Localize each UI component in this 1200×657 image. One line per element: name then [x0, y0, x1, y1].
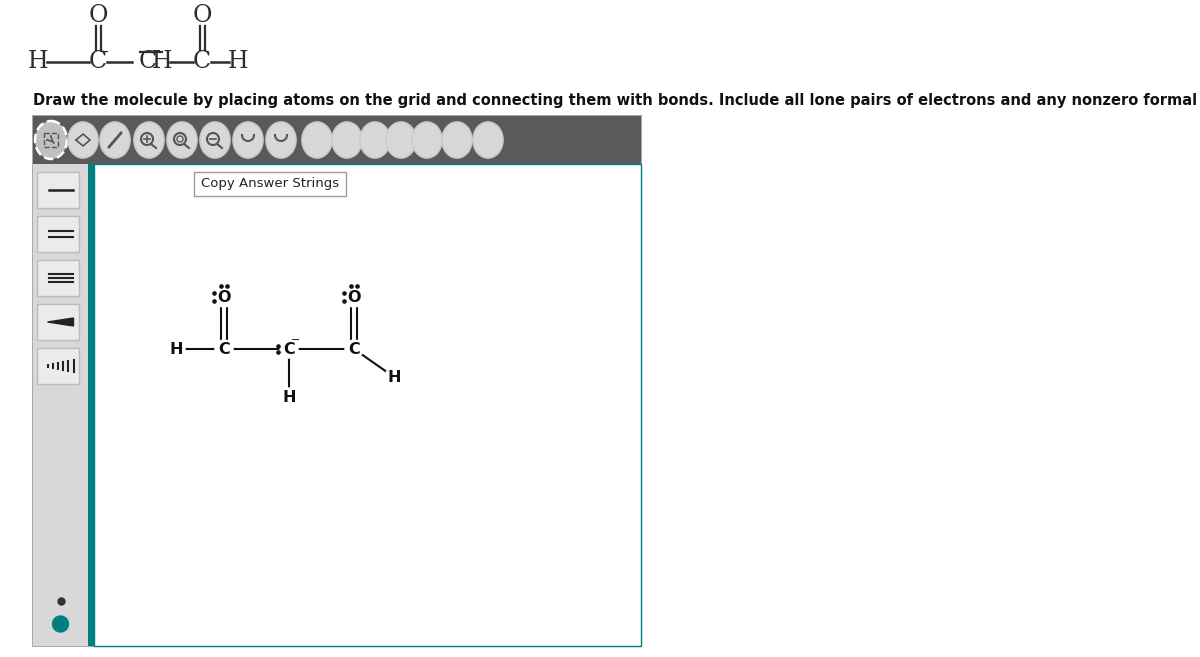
- Text: C: C: [348, 342, 360, 357]
- Text: −: −: [98, 45, 109, 58]
- Bar: [34, 164, 88, 646]
- Bar: [37, 304, 79, 340]
- Ellipse shape: [266, 122, 296, 158]
- Bar: [37, 348, 79, 384]
- Circle shape: [346, 340, 364, 358]
- Circle shape: [280, 388, 298, 406]
- Ellipse shape: [360, 122, 390, 158]
- Bar: [34, 116, 641, 164]
- Circle shape: [53, 616, 68, 632]
- Text: C: C: [139, 51, 157, 74]
- Bar: [37, 260, 79, 296]
- Text: H: H: [28, 51, 48, 74]
- Text: H: H: [151, 51, 173, 74]
- Bar: [88, 164, 94, 646]
- Circle shape: [167, 340, 185, 358]
- Bar: [34, 116, 641, 646]
- Text: H: H: [282, 390, 295, 405]
- Circle shape: [385, 368, 403, 386]
- Ellipse shape: [332, 122, 362, 158]
- Text: −: −: [292, 335, 301, 345]
- Ellipse shape: [167, 122, 197, 158]
- Ellipse shape: [302, 122, 332, 158]
- Ellipse shape: [233, 122, 263, 158]
- Text: O: O: [89, 5, 108, 28]
- Text: H: H: [169, 342, 182, 357]
- Text: H: H: [388, 369, 401, 384]
- Ellipse shape: [134, 122, 164, 158]
- Ellipse shape: [442, 122, 472, 158]
- Text: C: C: [193, 51, 211, 74]
- Text: C: C: [283, 342, 295, 357]
- Ellipse shape: [412, 122, 442, 158]
- Text: O: O: [217, 290, 230, 304]
- Circle shape: [215, 340, 233, 358]
- Text: H: H: [228, 51, 248, 74]
- Circle shape: [214, 287, 234, 307]
- Ellipse shape: [473, 122, 503, 158]
- Ellipse shape: [35, 121, 67, 159]
- Text: O: O: [192, 5, 211, 28]
- Circle shape: [344, 287, 364, 307]
- Ellipse shape: [68, 122, 98, 158]
- Bar: [194, 172, 346, 196]
- Text: O: O: [347, 290, 361, 304]
- Polygon shape: [48, 318, 73, 326]
- Text: C: C: [89, 51, 107, 74]
- Text: C: C: [218, 342, 230, 357]
- Bar: [37, 172, 79, 208]
- Ellipse shape: [386, 122, 416, 158]
- Ellipse shape: [100, 122, 130, 158]
- Bar: [94, 164, 641, 646]
- Circle shape: [280, 340, 298, 358]
- Ellipse shape: [200, 122, 230, 158]
- Text: Draw the molecule by placing atoms on the grid and connecting them with bonds. I: Draw the molecule by placing atoms on th…: [34, 93, 1200, 108]
- Bar: [37, 216, 79, 252]
- Text: Copy Answer Strings: Copy Answer Strings: [200, 177, 340, 191]
